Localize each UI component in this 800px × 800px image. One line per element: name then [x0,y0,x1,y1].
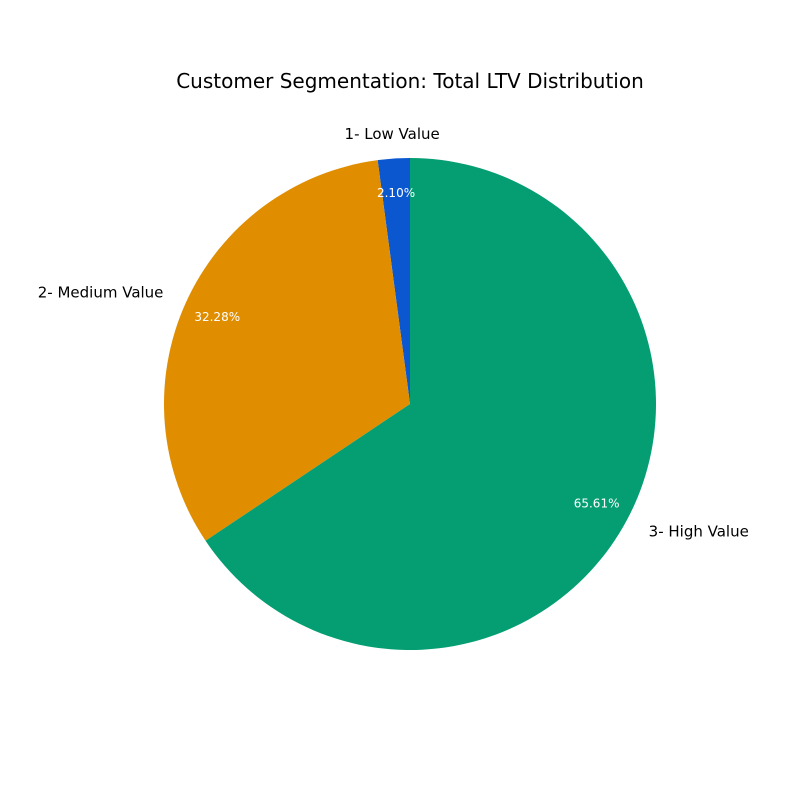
percent-label-3: 65.61% [574,497,620,511]
pie-slice-2 [163,160,410,541]
percent-label-2: 32.28% [194,310,240,324]
pie-slices [163,157,656,650]
slice-label-3: 3- High Value [649,523,749,541]
pie-labels: 1- Low Value 2.10% 2- Medium Value 32.28% 3-… [38,125,749,541]
slice-label-1: 1- Low Value [345,125,440,143]
percent-label-1: 2.10% [377,186,415,200]
chart-title: Customer Segmentation: Total LTV Distrib… [176,69,644,93]
pie-slice-1 [377,158,410,404]
pie-slice-3 [205,157,656,650]
slice-label-2: 2- Medium Value [38,284,164,302]
